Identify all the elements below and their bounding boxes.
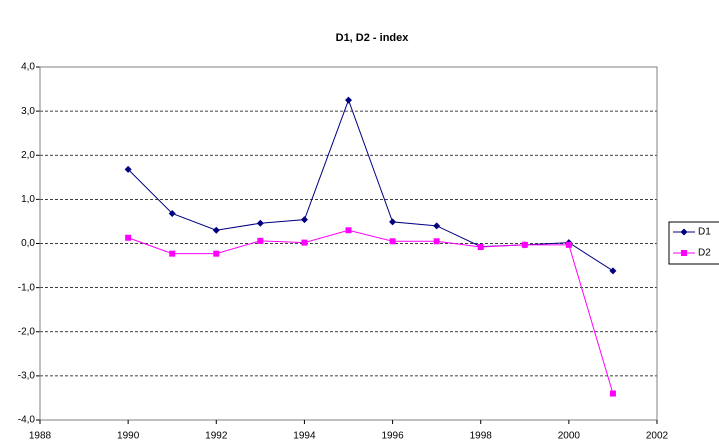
y-tick-label: -2,0 (18, 326, 36, 337)
y-tick-label: 4,0 (21, 62, 35, 73)
x-tick-label: 2000 (558, 431, 581, 442)
data-point (256, 219, 264, 227)
legend-marker (680, 228, 688, 236)
data-point (345, 227, 352, 234)
data-point (521, 241, 528, 248)
y-tick-label: -4,0 (18, 415, 36, 426)
legend (668, 221, 719, 265)
data-point (389, 238, 396, 245)
data-point (124, 165, 132, 173)
x-tick-label: 1996 (381, 431, 404, 442)
plot-area (39, 66, 658, 421)
data-point (301, 239, 308, 246)
data-point (477, 244, 484, 251)
legend-label: D1 (698, 227, 711, 238)
data-point (389, 218, 397, 226)
data-point (125, 234, 132, 241)
legend-label: D2 (698, 248, 711, 259)
data-point (609, 390, 616, 397)
data-point (212, 226, 220, 234)
data-point (300, 216, 308, 224)
x-tick-label: 1994 (293, 431, 316, 442)
x-tick-label: 2002 (646, 431, 669, 442)
data-point (168, 209, 176, 217)
x-tick-label: 1990 (117, 431, 140, 442)
y-tick-label: -1,0 (18, 282, 36, 293)
legend-marker (681, 250, 687, 256)
chart-title: D1, D2 - index (336, 32, 410, 44)
y-tick-label: 1,0 (21, 194, 35, 205)
series-line (127, 229, 614, 394)
y-tick-label: 0,0 (21, 238, 35, 249)
x-tick-label: 1998 (470, 431, 493, 442)
y-tick-label: 2,0 (21, 150, 35, 161)
data-point (609, 267, 617, 275)
data-point (433, 238, 440, 245)
x-tick-label: 1988 (29, 431, 52, 442)
data-point (565, 241, 572, 248)
data-point (433, 222, 441, 230)
data-point (213, 250, 220, 257)
y-tick-label: -3,0 (18, 371, 36, 382)
y-tick-label: 3,0 (21, 106, 35, 117)
x-tick-label: 1992 (205, 431, 228, 442)
data-point (257, 237, 264, 244)
data-point (169, 250, 176, 257)
data-point (345, 96, 352, 104)
